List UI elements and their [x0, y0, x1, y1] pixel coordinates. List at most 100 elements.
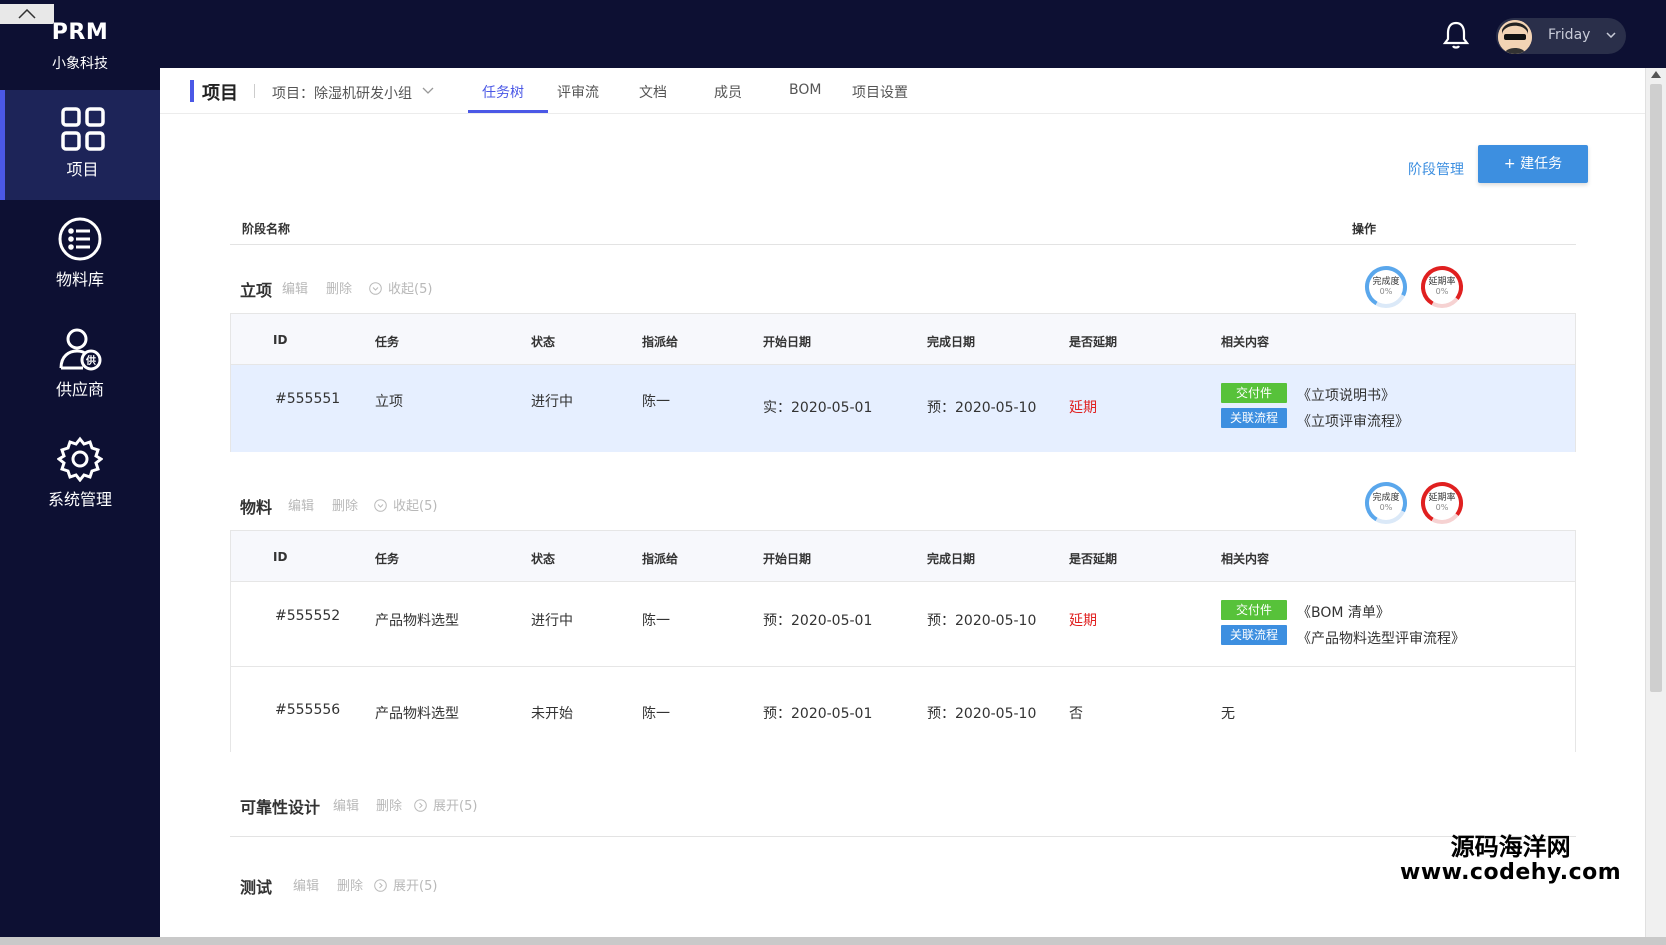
cell-id: #555552 [275, 608, 341, 624]
stage-toggle-label: 收起(5) [393, 499, 438, 514]
top-bar [0, 0, 1666, 68]
table-row[interactable]: #555552 产品物料选型 进行中 陈一 预：2020-05-01 预：202… [231, 581, 1575, 666]
delay-ring: 延期率 0% [1419, 264, 1465, 310]
tab-members[interactable]: 成员 [714, 85, 742, 101]
stage-edit-button[interactable]: 编辑 [282, 282, 309, 297]
cell-end: 预：2020-05-10 [927, 400, 1037, 416]
tab-documents[interactable]: 文档 [639, 85, 667, 101]
watermark-line1: 源码海洋网 [1450, 833, 1571, 861]
deliverable-tag: 交付件 [1221, 383, 1287, 403]
sidebar-item-supplier[interactable]: 供 供应商 [0, 310, 160, 420]
bell-icon [1442, 21, 1470, 49]
th-status: 状态 [531, 335, 556, 349]
cell-task: 产品物料选型 [375, 613, 459, 629]
cell-end: 预：2020-05-10 [927, 613, 1037, 629]
stage-collapse-toggle[interactable]: 收起(5) [369, 278, 432, 297]
table-row[interactable]: #555556 产品物料选型 未开始 陈一 预：2020-05-01 预：202… [231, 666, 1575, 752]
title-accent-bar [190, 80, 194, 102]
tab-bom[interactable]: BOM [789, 82, 822, 98]
stage-title: 可靠性设计 [240, 798, 321, 817]
supplier-user-icon: 供 [59, 328, 102, 371]
column-operation: 操作 [1352, 222, 1377, 236]
sidebar-item-materials[interactable]: 物料库 [0, 200, 160, 310]
th-assignee: 指派给 [642, 335, 679, 349]
linked-flow-tag: 关联流程 [1221, 408, 1287, 428]
chevron-down-icon[interactable] [422, 87, 434, 94]
sidebar-item-system[interactable]: 系统管理 [0, 420, 160, 530]
brand-name: PRM [51, 20, 109, 45]
stage-delete-button[interactable]: 删除 [376, 799, 403, 814]
collapse-toggle[interactable] [0, 4, 54, 24]
ring-value: 0% [1435, 287, 1449, 296]
new-task-button[interactable]: + 建任务 [1478, 145, 1588, 183]
cell-end: 预：2020-05-10 [927, 706, 1037, 722]
stage-toggle-label: 收起(5) [388, 282, 433, 297]
tab-task-tree[interactable]: 任务树 [482, 85, 524, 101]
stage-edit-button[interactable]: 编辑 [288, 499, 315, 514]
chevron-circle-icon [374, 499, 387, 512]
table-row[interactable]: #555551 立项 进行中 陈一 实：2020-05-01 预：2020-05… [231, 364, 1575, 452]
ring-label: 延期率 [1428, 277, 1456, 287]
th-related: 相关内容 [1221, 552, 1270, 566]
list-icon [58, 217, 102, 261]
chevron-right-circle-icon [414, 799, 427, 812]
ring-label: 完成度 [1372, 277, 1400, 287]
cell-assignee: 陈一 [642, 394, 670, 410]
cell-start: 预：2020-05-01 [763, 706, 873, 722]
tab-review-flow[interactable]: 评审流 [557, 85, 599, 101]
watermark: 源码海洋网 www.codehy.com [1400, 834, 1621, 886]
stage-edit-button[interactable]: 编辑 [293, 879, 320, 894]
notification-bell[interactable] [1442, 20, 1470, 50]
th-task: 任务 [375, 552, 400, 566]
divider [230, 244, 1576, 245]
divider [230, 836, 1576, 837]
brand: PRM 小象科技 [0, 20, 160, 73]
stage-expand-toggle[interactable]: 展开(5) [374, 875, 437, 894]
stage-delete-button[interactable]: 删除 [332, 499, 359, 514]
cell-assignee: 陈一 [642, 613, 670, 629]
deliverable-link[interactable]: 《立项说明书》 [1297, 388, 1395, 404]
th-start: 开始日期 [763, 552, 812, 566]
stage-management-link[interactable]: 阶段管理 [1408, 162, 1464, 178]
ring-value: 0% [1435, 503, 1449, 512]
th-id: ID [273, 333, 288, 347]
cell-status: 进行中 [531, 613, 573, 629]
user-name: Friday [1548, 27, 1591, 43]
th-end: 完成日期 [927, 552, 976, 566]
vertical-scrollbar[interactable] [1645, 68, 1666, 945]
stage-delete-button[interactable]: 删除 [337, 879, 364, 894]
sidebar-item-project[interactable]: 项目 [0, 90, 160, 200]
chevron-up-icon [18, 9, 36, 19]
th-related: 相关内容 [1221, 335, 1270, 349]
stage-delete-button[interactable]: 删除 [326, 282, 353, 297]
scroll-up-icon[interactable] [1651, 71, 1661, 78]
avatar [1498, 20, 1532, 54]
sidebar-item-label: 项目 [66, 160, 99, 179]
th-delayed: 是否延期 [1069, 335, 1118, 349]
page-header: 项目 项目：除湿机研发小组 任务树 评审流 文档 成员 BOM 项目设置 [160, 68, 1645, 114]
deliverable-link[interactable]: 《BOM 清单》 [1297, 605, 1390, 621]
completion-ring: 完成度 0% [1363, 264, 1409, 310]
svg-text:供: 供 [85, 354, 96, 367]
company-name: 小象科技 [52, 56, 108, 72]
project-selector[interactable]: 项目：除湿机研发小组 [272, 86, 412, 102]
cell-start: 预：2020-05-01 [763, 613, 873, 629]
linked-flow-link[interactable]: 《产品物料选型评审流程》 [1297, 631, 1465, 647]
user-menu[interactable]: Friday [1496, 18, 1626, 54]
tab-project-settings[interactable]: 项目设置 [852, 85, 908, 101]
linked-flow-link[interactable]: 《立项评审流程》 [1297, 414, 1409, 430]
stage-collapse-toggle[interactable]: 收起(5) [374, 495, 437, 514]
task-table: ID 任务 状态 指派给 开始日期 完成日期 是否延期 相关内容 #555551… [230, 313, 1576, 452]
cell-id: #555556 [275, 702, 341, 718]
stage-edit-button[interactable]: 编辑 [333, 799, 360, 814]
ring-value: 0% [1379, 287, 1393, 296]
th-task: 任务 [375, 335, 400, 349]
gear-icon [57, 436, 103, 482]
stage-toggle-label: 展开(5) [393, 879, 438, 894]
chevron-right-circle-icon [374, 879, 387, 892]
stage-title: 物料 [240, 498, 273, 517]
deliverable-tag: 交付件 [1221, 600, 1287, 620]
scroll-thumb[interactable] [1650, 84, 1662, 692]
stage-expand-toggle[interactable]: 展开(5) [414, 795, 477, 814]
delay-ring: 延期率 0% [1419, 480, 1465, 526]
